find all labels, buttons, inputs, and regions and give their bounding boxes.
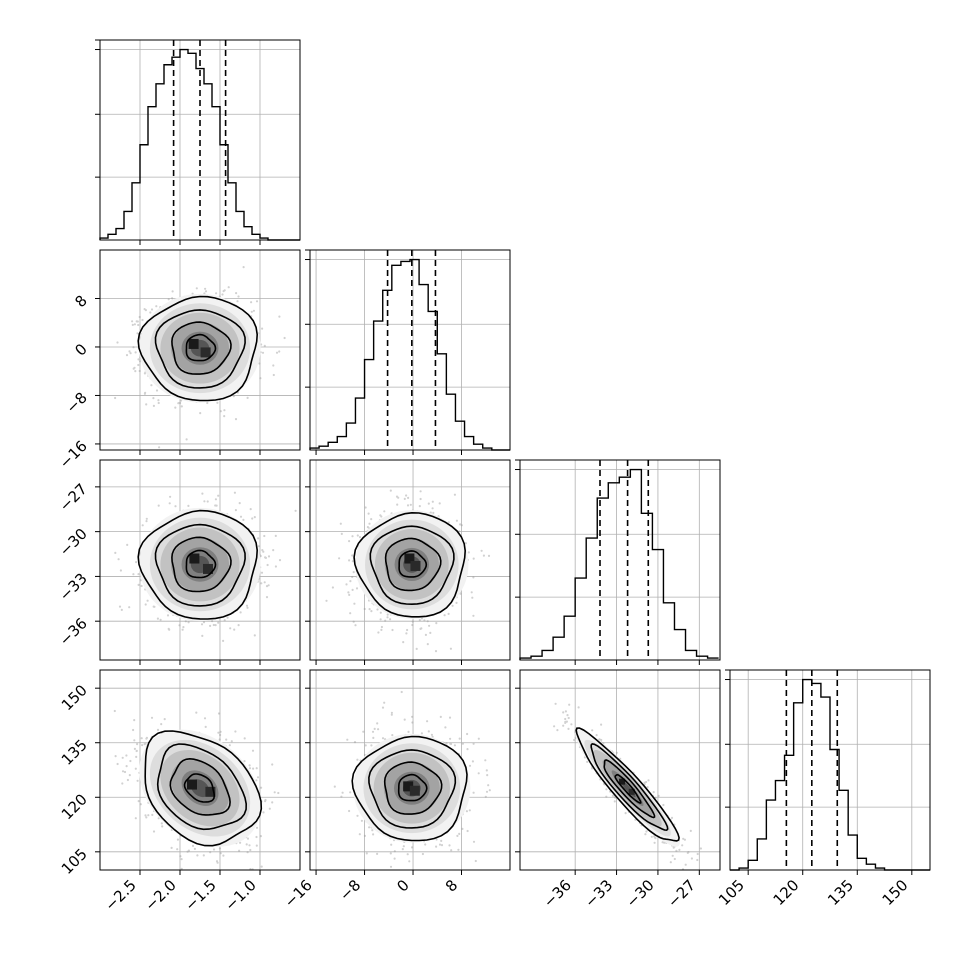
y-tick-label-row2: −27	[56, 480, 91, 515]
contour-line	[183, 773, 215, 803]
contour-line	[154, 523, 246, 607]
density-peak-cell	[404, 553, 415, 564]
density-peak-cell	[188, 338, 199, 349]
histogram-panel-p3	[725, 669, 931, 875]
density-panel-p0-p2	[95, 459, 301, 665]
density-peak-cell	[187, 779, 197, 790]
contour-line	[137, 295, 259, 402]
x-tick-label-p1: 0	[393, 876, 412, 895]
histogram-panel-p2	[515, 459, 721, 665]
contour-line	[185, 549, 217, 579]
contour-line	[614, 774, 642, 804]
panel-background	[310, 250, 510, 450]
axis-frame	[309, 249, 511, 451]
density-peak-cell	[403, 781, 414, 792]
contour-line	[384, 537, 442, 592]
x-tick-label-p3: 105	[715, 876, 748, 909]
contour-line	[398, 550, 428, 578]
contour-line	[353, 511, 467, 618]
contour-line	[185, 333, 217, 362]
contour-line	[137, 509, 259, 620]
x-tick-label-p3: 120	[770, 876, 803, 909]
y-tick-label-row3: 150	[58, 681, 91, 714]
x-tick-label-p1: −8	[336, 876, 364, 904]
axis-frame	[309, 669, 511, 871]
y-tick-label-row3: 135	[58, 736, 91, 769]
y-tick-label-row2: −30	[56, 525, 91, 560]
panel-content	[113, 709, 280, 870]
y-tick-label-row1: −8	[62, 389, 90, 417]
x-tick-label-p0: −2.0	[141, 876, 179, 914]
histogram-step-line	[309, 258, 510, 451]
histogram-step-line	[730, 678, 930, 871]
x-tick-label-p0: −1.5	[181, 876, 219, 914]
x-tick-label-p0: −2.5	[101, 876, 139, 914]
panel-content	[114, 266, 286, 449]
density-peak-cell	[628, 788, 635, 795]
density-panel-p1-p2	[305, 459, 511, 665]
x-tick-label-p2: −30	[623, 876, 658, 911]
panel-content	[333, 690, 491, 868]
x-tick-label-p3: 150	[879, 876, 912, 909]
x-tick-label-p3: 135	[824, 876, 857, 909]
contour-line	[369, 525, 455, 606]
density-panel-p2-p3	[515, 669, 721, 875]
panel-content	[114, 491, 297, 642]
x-tick-label-p2: −33	[581, 876, 616, 911]
x-tick-label-p0: −1.0	[221, 876, 259, 914]
panel-content	[553, 702, 703, 870]
axis-frame	[99, 39, 301, 241]
y-tick-label-row1: −16	[56, 437, 91, 472]
contour-line	[171, 536, 232, 593]
contour-line	[397, 773, 428, 802]
contour-line	[575, 727, 680, 842]
density-panel-p0-p3	[95, 669, 301, 875]
panel-background	[520, 460, 720, 660]
x-tick-label-p1: 8	[442, 876, 461, 895]
histogram-panel-p0	[95, 39, 301, 245]
contour-line	[171, 321, 232, 375]
y-tick-label-row3: 105	[58, 845, 91, 878]
contour-line	[383, 761, 443, 815]
y-tick-label-row1: 8	[71, 292, 90, 311]
contour-line	[156, 743, 248, 831]
x-tick-label-p1: −16	[281, 876, 316, 911]
axis-frame	[519, 669, 721, 871]
axis-frame	[99, 249, 301, 451]
y-tick-label-row3: 120	[58, 790, 91, 823]
density-peak-cell	[203, 563, 213, 574]
axis-frame	[99, 459, 301, 661]
contour-line	[144, 730, 263, 847]
density-peak-cell	[410, 560, 421, 571]
density-peak-cell	[200, 347, 211, 358]
contour-line	[351, 735, 468, 842]
contour-line	[368, 749, 457, 829]
contour-line	[154, 309, 246, 389]
panel-content	[325, 489, 491, 653]
contour-line	[590, 743, 669, 832]
density-peak-cell	[205, 786, 216, 797]
contour-line	[169, 757, 231, 816]
histogram-panel-p1	[305, 249, 511, 455]
axis-frame	[309, 459, 511, 661]
histogram-step-line	[519, 468, 719, 660]
axis-frame	[99, 669, 301, 871]
density-panel-p0-p1	[95, 249, 301, 455]
axis-frame	[729, 669, 931, 871]
x-tick-label-p2: −36	[540, 876, 575, 911]
contour-line	[603, 759, 656, 819]
histogram-step-line	[99, 48, 300, 241]
y-tick-label-row2: −33	[56, 570, 91, 605]
density-peak-cell	[409, 785, 420, 796]
y-tick-label-row1: 0	[71, 340, 90, 359]
y-tick-label-row2: −36	[56, 614, 91, 649]
density-peak-cell	[619, 778, 626, 785]
density-panel-p1-p3	[305, 669, 511, 875]
density-peak-cell	[189, 553, 200, 564]
axis-frame	[519, 459, 721, 661]
x-tick-label-p2: −27	[664, 876, 699, 911]
